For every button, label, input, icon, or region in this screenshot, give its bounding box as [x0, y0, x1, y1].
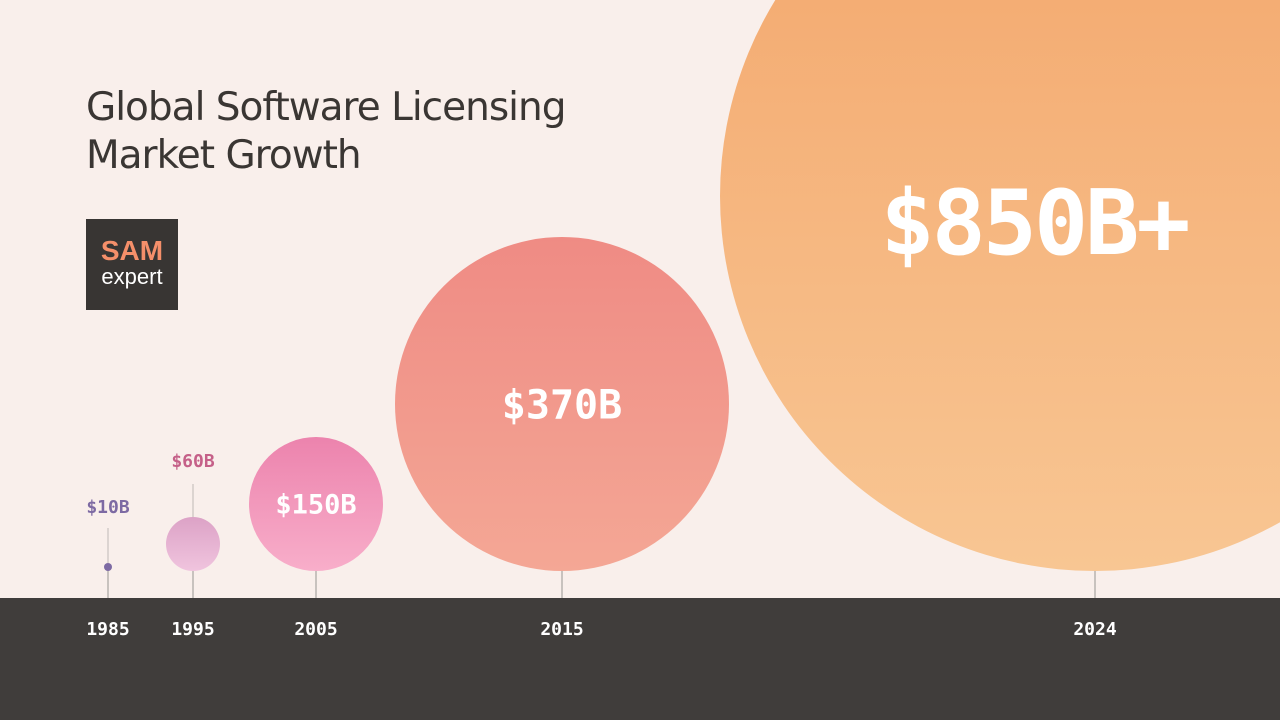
title-line-2: Market Growth	[86, 133, 362, 178]
bubble-1985	[104, 563, 112, 571]
year-label-2005: 2005	[294, 619, 337, 640]
value-label-2015: $370B	[502, 382, 622, 428]
sam-expert-logo: SAM expert	[86, 219, 178, 310]
value-label-1985: $10B	[86, 497, 130, 518]
year-label-1995: 1995	[171, 619, 214, 640]
bubble-2005	[249, 437, 383, 571]
title-line-1: Global Software Licensing	[86, 85, 566, 130]
bubble-1995	[166, 517, 220, 571]
bubble-2015	[395, 237, 729, 571]
value-label-2005: $150B	[275, 490, 356, 521]
timeline-footer-band	[0, 598, 1280, 720]
year-label-2024: 2024	[1073, 619, 1117, 640]
logo-line-sam: SAM	[100, 235, 164, 266]
value-label-2024: $850B+	[880, 171, 1188, 276]
year-label-1985: 1985	[86, 619, 129, 640]
bubble-2024	[720, 0, 1280, 571]
logo-line-expert: expert	[101, 264, 163, 289]
year-label-2015: 2015	[540, 619, 583, 640]
page-title: Global Software Licensing Market Growth	[86, 84, 566, 180]
value-label-1995: $60B	[171, 451, 215, 472]
